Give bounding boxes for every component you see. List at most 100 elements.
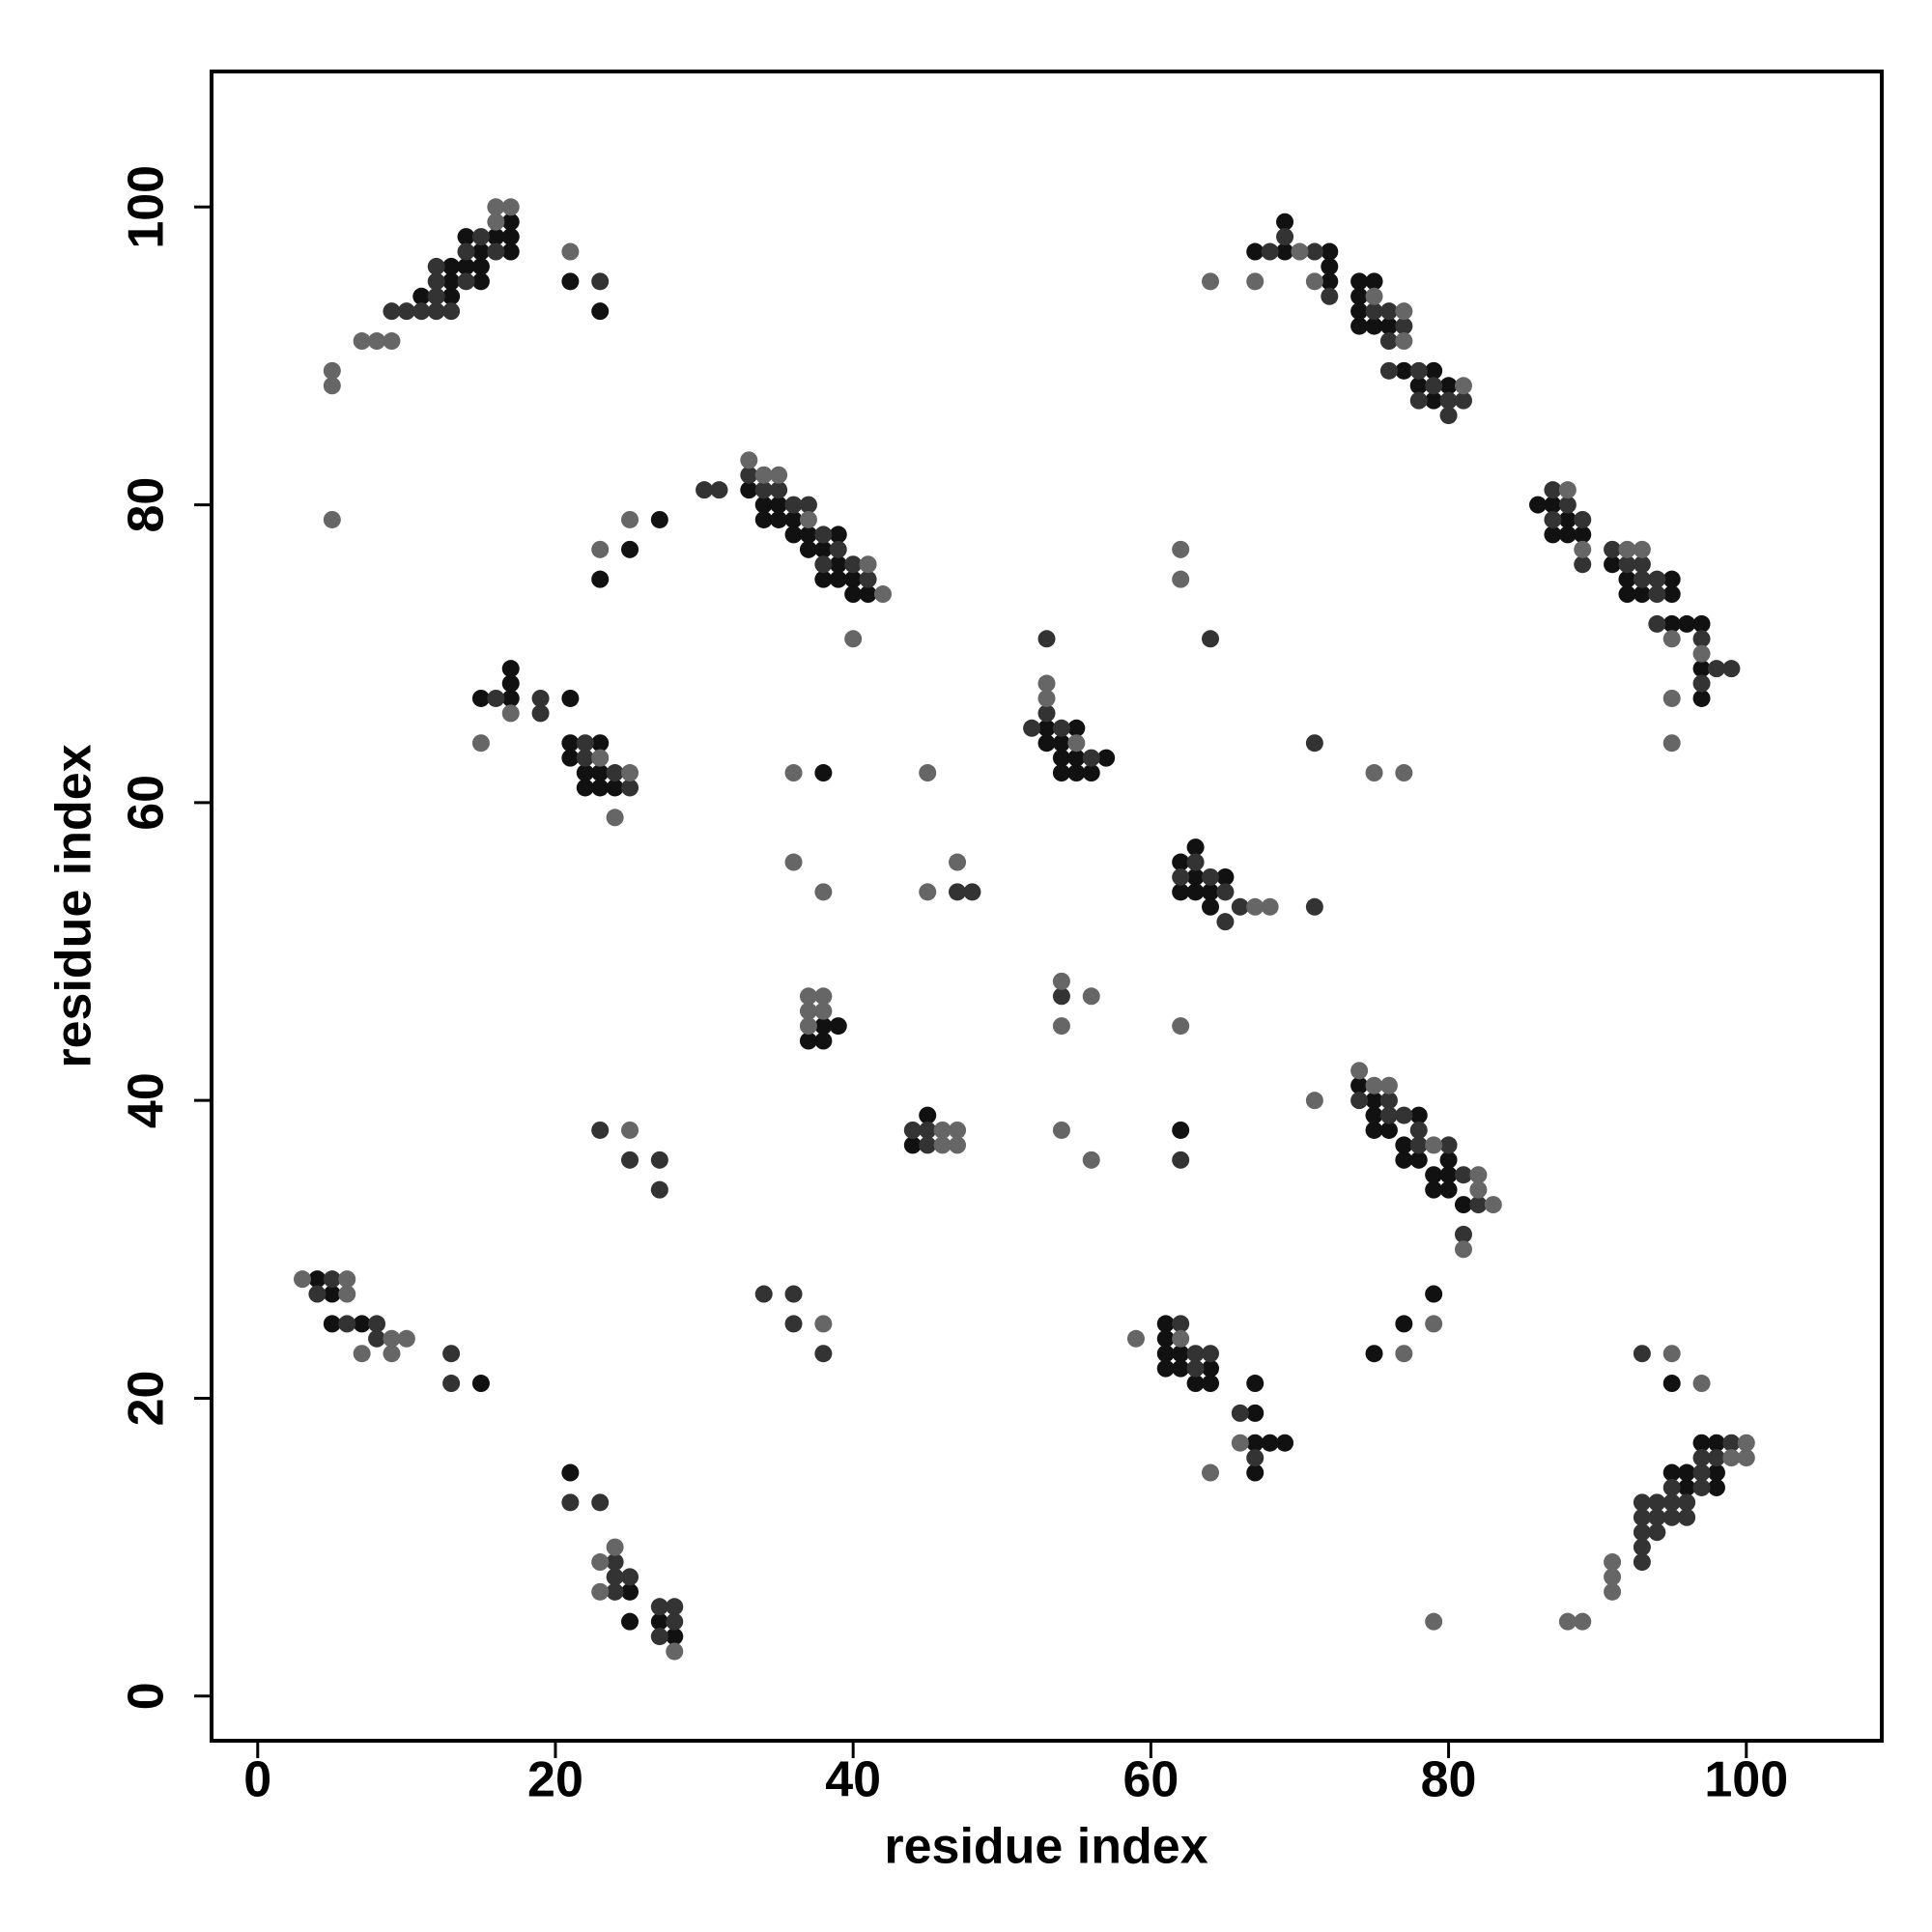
point — [784, 1285, 803, 1303]
point — [1692, 1375, 1711, 1393]
point — [1305, 734, 1323, 753]
point — [1379, 1076, 1398, 1094]
point — [903, 1136, 922, 1154]
point — [814, 1017, 833, 1036]
point — [919, 1106, 937, 1124]
point — [561, 734, 580, 753]
point — [531, 704, 550, 723]
point — [1202, 867, 1220, 886]
point — [1722, 660, 1741, 678]
point — [591, 1582, 610, 1601]
point — [1321, 257, 1339, 275]
point — [1574, 540, 1592, 558]
point — [784, 510, 803, 528]
point — [1276, 213, 1294, 231]
point — [323, 510, 341, 528]
point — [1202, 1345, 1220, 1363]
point — [1409, 1121, 1428, 1139]
point — [1202, 1375, 1220, 1393]
point — [1216, 913, 1235, 931]
point — [919, 883, 937, 901]
point — [442, 1345, 461, 1363]
point — [1633, 585, 1651, 604]
point — [427, 272, 445, 291]
point — [591, 734, 610, 753]
point — [1126, 1329, 1145, 1348]
point — [501, 660, 520, 678]
point — [814, 555, 833, 574]
point — [1037, 734, 1056, 753]
point — [1662, 1508, 1681, 1526]
point — [471, 228, 490, 246]
point — [1350, 1062, 1369, 1080]
point — [606, 779, 624, 797]
point — [784, 853, 803, 871]
point — [323, 377, 341, 395]
point — [1082, 1151, 1100, 1169]
point — [1172, 867, 1190, 886]
point — [1633, 1553, 1651, 1572]
point — [1648, 614, 1666, 633]
point — [1052, 1017, 1070, 1036]
point — [561, 1493, 580, 1512]
point — [740, 466, 758, 484]
point — [1662, 570, 1681, 588]
point — [442, 272, 461, 291]
point — [1409, 1106, 1428, 1124]
point — [1231, 897, 1249, 916]
point — [561, 689, 580, 707]
point — [501, 198, 520, 216]
point — [1425, 1180, 1443, 1199]
point — [368, 1315, 386, 1333]
point — [1692, 1478, 1711, 1496]
point — [353, 1345, 371, 1363]
point — [531, 689, 550, 707]
point — [666, 1612, 684, 1631]
point — [1425, 1136, 1443, 1154]
point — [1202, 1359, 1220, 1378]
point — [1186, 1345, 1205, 1363]
point — [1186, 838, 1205, 857]
point — [1707, 1449, 1725, 1467]
point — [799, 987, 817, 1006]
point — [412, 287, 431, 305]
point — [754, 1285, 773, 1303]
point — [1469, 1196, 1488, 1214]
point — [814, 1315, 833, 1333]
point — [1276, 228, 1294, 246]
point — [1350, 1092, 1369, 1110]
point — [383, 332, 401, 351]
point — [442, 1375, 461, 1393]
point — [1722, 1434, 1741, 1452]
point — [844, 630, 863, 648]
point — [606, 1568, 624, 1586]
point — [1246, 1463, 1264, 1482]
point — [949, 853, 967, 871]
point — [1365, 1092, 1383, 1110]
point — [1662, 734, 1681, 753]
point — [1662, 614, 1681, 633]
point — [710, 481, 728, 499]
point — [1618, 540, 1636, 558]
point — [1409, 1151, 1428, 1169]
point — [650, 510, 668, 528]
point — [1648, 585, 1666, 604]
point — [1379, 1092, 1398, 1110]
point — [427, 302, 445, 321]
y-axis-label: residue index — [46, 744, 102, 1067]
point — [383, 302, 401, 321]
point — [442, 287, 461, 305]
point — [1425, 1166, 1443, 1184]
point — [873, 585, 892, 604]
point — [1067, 749, 1086, 767]
point — [487, 213, 505, 231]
point — [1172, 1121, 1190, 1139]
point — [1052, 1121, 1070, 1139]
point — [814, 1345, 833, 1363]
point — [1439, 407, 1458, 425]
point — [949, 883, 967, 901]
point — [1202, 1463, 1220, 1482]
point — [1574, 1612, 1592, 1631]
point — [1172, 1315, 1190, 1333]
point — [576, 779, 594, 797]
